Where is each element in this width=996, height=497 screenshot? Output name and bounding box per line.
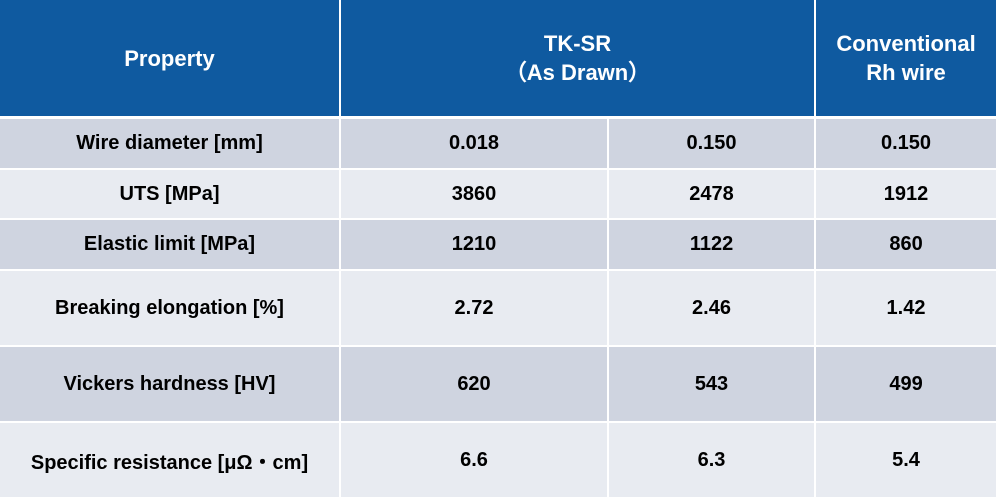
header-property-label: Property [124, 45, 215, 71]
cell-conventional: 499 [814, 345, 996, 422]
header-conventional-line2: Rh wire [866, 60, 946, 85]
table-row-breaking-elongation: Breaking elongation [%] 2.72 2.46 1.42 [0, 269, 996, 346]
row-label: UTS [MPa] [0, 168, 340, 219]
cell-tksr-b: 2.46 [606, 269, 816, 346]
cell-tksr-a: 3860 [339, 168, 608, 219]
header-tksr-line1: TK-SR [543, 31, 612, 56]
cell-tksr-b: 2478 [606, 168, 816, 219]
cell-conventional: 860 [814, 218, 996, 270]
cell-tksr-a: 1210 [339, 218, 608, 270]
cell-tksr-a: 0.018 [339, 116, 608, 169]
header-row: Property TK-SR （As Drawn） Conventional R… [0, 0, 996, 118]
cell-tksr-a: 620 [339, 345, 608, 422]
cell-tksr-b: 6.3 [606, 421, 816, 497]
cell-tksr-a: 2.72 [339, 269, 608, 346]
cell-tksr-a: 6.6 [339, 421, 608, 497]
header-property: Property [0, 0, 340, 118]
row-label: Breaking elongation [%] [0, 269, 340, 346]
cell-tksr-b: 1122 [606, 218, 816, 270]
row-label: Elastic limit [MPa] [0, 218, 340, 270]
cell-tksr-b: 543 [606, 345, 816, 422]
table-row-vickers-hardness: Vickers hardness [HV] 620 543 499 [0, 345, 996, 422]
header-tksr: TK-SR （As Drawn） [338, 0, 816, 118]
header-conventional: Conventional Rh wire [814, 0, 996, 118]
cell-conventional: 5.4 [814, 421, 996, 497]
row-label: Vickers hardness [HV] [0, 345, 340, 422]
table-row-wire-diameter: Wire diameter [mm] 0.018 0.150 0.150 [0, 116, 996, 169]
table-row-uts: UTS [MPa] 3860 2478 1912 [0, 168, 996, 219]
header-tksr-line2: （As Drawn） [504, 60, 651, 85]
cell-conventional: 1.42 [814, 269, 996, 346]
row-label: Specific resistance [μΩ・cm] [0, 421, 340, 497]
table-row-specific-resistance: Specific resistance [μΩ・cm] 6.6 6.3 5.4 [0, 421, 996, 497]
row-label: Wire diameter [mm] [0, 116, 340, 169]
header-conventional-line1: Conventional [836, 31, 976, 56]
cell-conventional: 1912 [814, 168, 996, 219]
cell-tksr-b: 0.150 [606, 116, 816, 169]
cell-conventional: 0.150 [814, 116, 996, 169]
table-row-elastic-limit: Elastic limit [MPa] 1210 1122 860 [0, 218, 996, 270]
